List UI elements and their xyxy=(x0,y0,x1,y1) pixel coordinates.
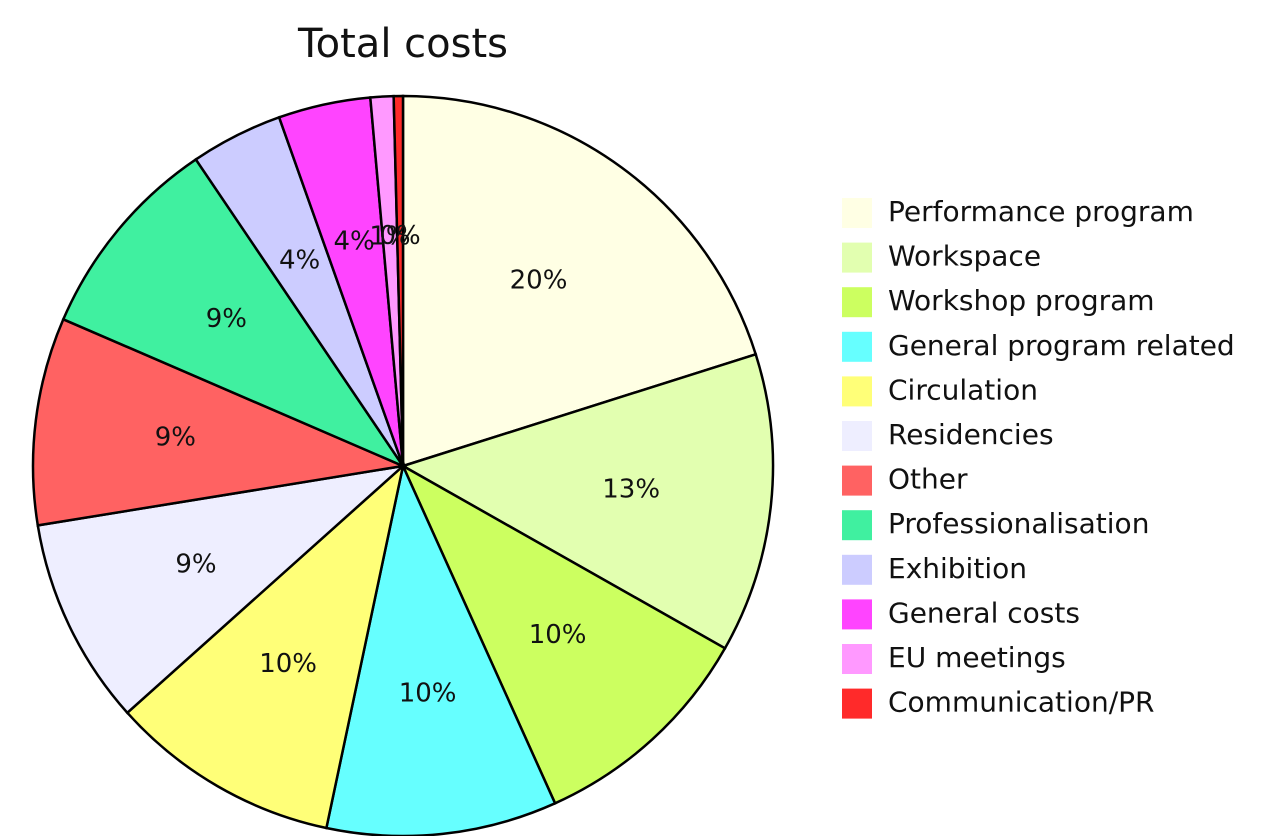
chart-title: Total costs xyxy=(297,21,508,67)
slice-label: 10% xyxy=(529,620,587,650)
legend-label: Residencies xyxy=(888,418,1054,451)
pie-slice xyxy=(125,462,406,830)
legend-label: Exhibition xyxy=(888,552,1027,585)
legend-swatch xyxy=(842,421,872,451)
legend-label: Performance program xyxy=(888,195,1194,228)
pie-slice xyxy=(400,463,727,805)
slice-label: 4% xyxy=(279,246,320,276)
legend-label: General costs xyxy=(888,596,1080,629)
legend-label: Communication/PR xyxy=(888,686,1154,719)
legend-swatch xyxy=(842,287,872,318)
slice-label: 4% xyxy=(333,226,374,256)
slice-label: 10% xyxy=(399,679,457,709)
legend-label: Professionalisation xyxy=(888,507,1149,540)
legend-label: Circulation xyxy=(888,373,1038,406)
slice-label: 10% xyxy=(259,649,317,679)
pie-slice xyxy=(401,94,758,468)
legend-label: Workshop program xyxy=(888,284,1155,317)
slice-label: 9% xyxy=(155,422,196,452)
slice-label: 9% xyxy=(175,549,216,579)
pie-slice xyxy=(61,157,407,469)
slice-label: 9% xyxy=(206,304,247,334)
legend-swatch xyxy=(842,465,872,496)
legend-swatch xyxy=(842,554,872,585)
legend-swatch xyxy=(842,331,872,362)
slice-label: 13% xyxy=(602,474,660,504)
legend-swatch xyxy=(842,198,872,228)
legend-swatch xyxy=(842,688,872,719)
pie-slice xyxy=(399,352,775,650)
legend-label: General program related xyxy=(888,329,1235,362)
legend-label: EU meetings xyxy=(888,641,1066,674)
slice-label: 0% xyxy=(379,221,420,251)
legend-swatch xyxy=(842,376,872,407)
legend-swatch xyxy=(842,242,872,273)
legend-label: Workspace xyxy=(888,240,1041,273)
slice-label: 20% xyxy=(510,265,568,295)
slice-label: 1% xyxy=(369,221,410,251)
pie-slice xyxy=(31,317,408,527)
pie-slice xyxy=(392,94,405,467)
legend-swatch xyxy=(842,599,872,630)
pie-slice xyxy=(36,464,408,715)
legend-swatch xyxy=(842,510,872,541)
legend-label: Other xyxy=(888,463,968,496)
legend-swatch xyxy=(842,644,872,674)
